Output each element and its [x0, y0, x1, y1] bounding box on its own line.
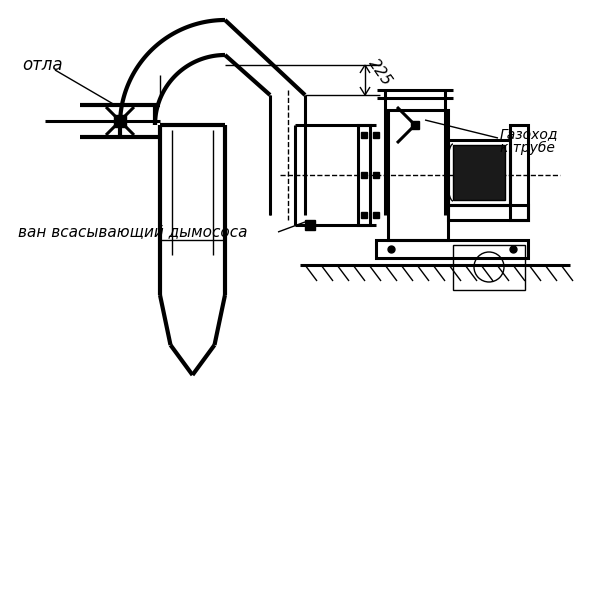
- Text: к трубе: к трубе: [500, 141, 555, 155]
- Bar: [448, 140, 510, 205]
- Bar: [448, 205, 528, 220]
- Text: 225: 225: [365, 56, 395, 88]
- Bar: [510, 125, 528, 220]
- Bar: [358, 125, 370, 225]
- Text: ван всасывающий дымососа: ван всасывающий дымососа: [18, 224, 248, 239]
- Text: отла: отла: [22, 56, 62, 74]
- Bar: [453, 245, 525, 290]
- Bar: [388, 110, 448, 240]
- Bar: [376, 240, 528, 258]
- Bar: [453, 145, 505, 200]
- Text: Газоход: Газоход: [500, 127, 559, 141]
